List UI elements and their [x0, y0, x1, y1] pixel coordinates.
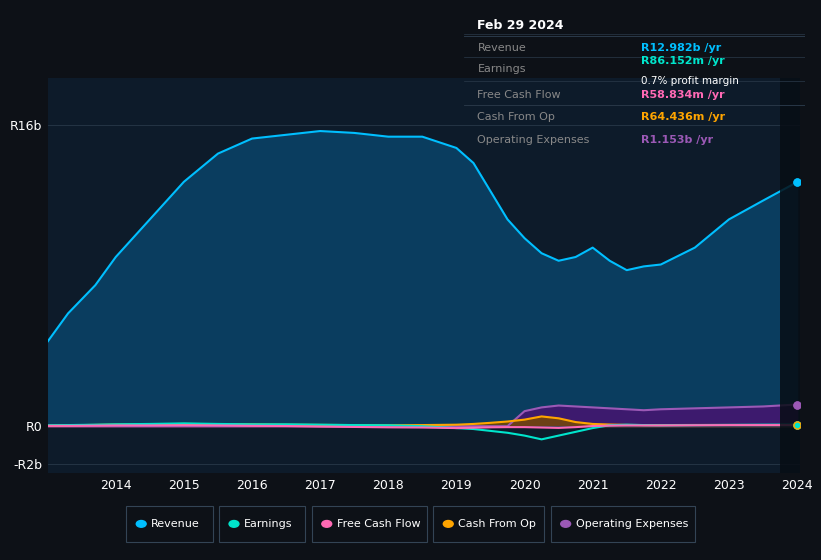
Text: R86.152m /yr: R86.152m /yr: [641, 57, 725, 66]
Text: Free Cash Flow: Free Cash Flow: [337, 519, 420, 529]
Text: Cash From Op: Cash From Op: [458, 519, 536, 529]
Text: 0.7% profit margin: 0.7% profit margin: [641, 76, 739, 86]
Text: Operating Expenses: Operating Expenses: [478, 135, 589, 145]
Text: Earnings: Earnings: [478, 64, 526, 74]
Text: Earnings: Earnings: [244, 519, 292, 529]
Text: R12.982b /yr: R12.982b /yr: [641, 43, 722, 53]
Text: R58.834m /yr: R58.834m /yr: [641, 90, 725, 100]
Bar: [780, 78, 804, 473]
Text: Revenue: Revenue: [478, 43, 526, 53]
Text: Free Cash Flow: Free Cash Flow: [478, 90, 561, 100]
Text: Revenue: Revenue: [151, 519, 200, 529]
Text: Cash From Op: Cash From Op: [478, 112, 555, 122]
Text: R64.436m /yr: R64.436m /yr: [641, 112, 725, 122]
Text: R1.153b /yr: R1.153b /yr: [641, 135, 713, 145]
Text: Operating Expenses: Operating Expenses: [576, 519, 688, 529]
Text: Feb 29 2024: Feb 29 2024: [478, 19, 564, 32]
